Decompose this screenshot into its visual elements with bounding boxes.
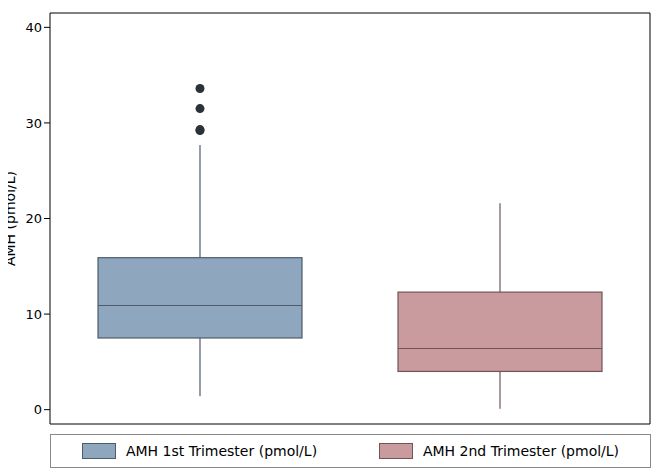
svg-text:AMH (pmol/L): AMH (pmol/L) (8, 171, 18, 266)
svg-text:40: 40 (25, 20, 42, 35)
svg-text:20: 20 (25, 211, 42, 226)
svg-text:30: 30 (25, 116, 42, 131)
html-text:AMH 2nd Trimester (pmol/L): AMH 2nd Trimester (pmol/L) (422, 443, 620, 459)
html-text:AMH 1st Trimester (pmol/L): AMH 1st Trimester (pmol/L) (125, 443, 318, 459)
svg-text:10: 10 (25, 307, 42, 322)
svg-text:0: 0 (34, 402, 42, 417)
